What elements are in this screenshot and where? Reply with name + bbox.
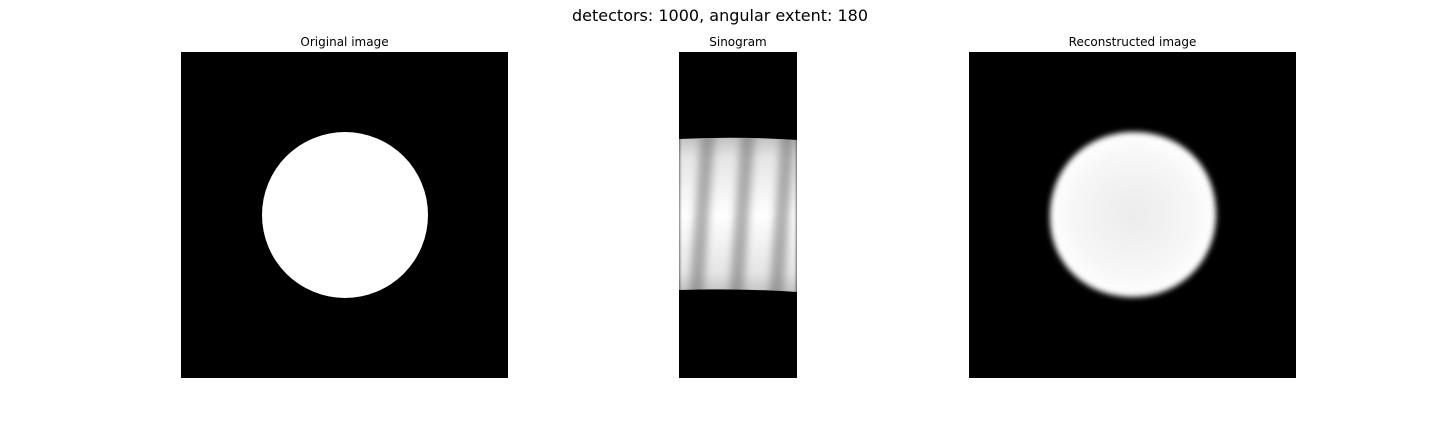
reconstructed-disk bbox=[1049, 131, 1217, 298]
sinogram-panel bbox=[679, 52, 797, 378]
reconstructed-image-title: Reconstructed image bbox=[1068, 35, 1197, 49]
original-disk bbox=[262, 132, 428, 298]
sinogram-canvas bbox=[679, 52, 797, 378]
reconstructed-image-panel bbox=[969, 52, 1296, 378]
reconstructed-image-canvas bbox=[969, 52, 1296, 378]
original-image-title: Original image bbox=[300, 35, 389, 49]
sinogram-striations bbox=[689, 137, 795, 292]
sinogram-band bbox=[679, 137, 797, 292]
figure-title: detectors: 1000, angular extent: 180 bbox=[572, 6, 868, 25]
sinogram-title: Sinogram bbox=[709, 35, 767, 49]
original-image-panel bbox=[181, 52, 508, 378]
original-image-canvas bbox=[181, 52, 508, 378]
